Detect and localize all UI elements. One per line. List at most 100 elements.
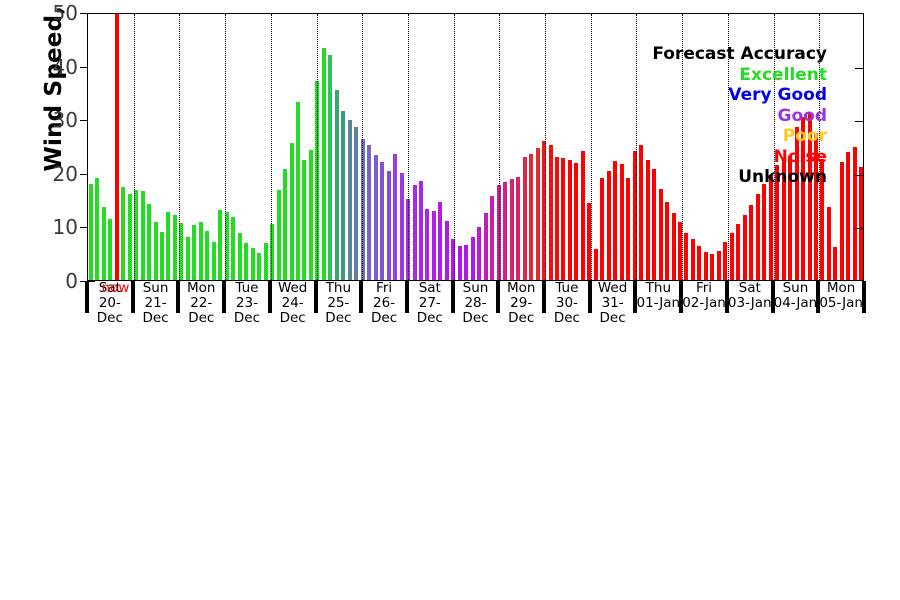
bar <box>308 150 313 280</box>
day-separator <box>453 14 455 280</box>
bar <box>801 117 806 280</box>
bar <box>742 215 747 280</box>
x-axis-day-separator <box>176 281 181 313</box>
y-axis-tick-inner <box>87 281 95 282</box>
x-axis-dow: Sun <box>782 280 809 296</box>
bar <box>775 165 780 280</box>
x-axis-day-label: Sun 21-Dec <box>133 281 179 326</box>
bar <box>593 248 598 280</box>
bar <box>542 141 547 280</box>
x-axis-day-separator <box>862 281 866 313</box>
bar <box>632 151 637 280</box>
bar <box>839 161 844 280</box>
bar <box>587 203 592 280</box>
bar <box>548 144 553 280</box>
bar <box>678 222 682 280</box>
y-axis-tick-label: 50 <box>52 1 78 25</box>
x-axis-date: 05-Jan <box>819 295 863 311</box>
bar <box>257 253 262 280</box>
bar <box>127 193 132 280</box>
y-axis-tick <box>80 281 88 282</box>
legend-entry-good: Good <box>777 105 827 126</box>
bar <box>438 201 443 280</box>
bar <box>788 155 793 280</box>
legend-entry-poor: Poor <box>782 126 827 146</box>
day-separator <box>682 14 684 280</box>
x-axis-date: 24-Dec <box>279 295 306 326</box>
x-axis-date: 04-Jan <box>773 295 818 311</box>
bar <box>470 237 475 280</box>
bar <box>192 224 197 280</box>
bar <box>690 239 695 280</box>
bar <box>516 177 521 280</box>
bar <box>328 55 333 280</box>
x-axis-day-label: Tue 23-Dec <box>224 281 270 326</box>
bar <box>529 153 534 280</box>
bar <box>250 248 255 280</box>
bar <box>276 189 281 280</box>
bar <box>490 195 495 280</box>
y-axis-tick-label: 30 <box>52 108 78 133</box>
bar <box>412 185 417 280</box>
y-axis-tick-right <box>855 174 863 176</box>
x-axis-dow: Mon <box>826 280 856 296</box>
y-axis-tick-right <box>855 121 863 123</box>
y-axis-tick <box>80 66 88 68</box>
x-axis-dow: Sat <box>738 280 761 296</box>
bar <box>386 170 391 280</box>
bar <box>703 252 708 280</box>
x-axis-day-label: Fri 26-Dec <box>361 281 407 326</box>
bar <box>419 181 423 280</box>
day-separator <box>819 14 821 280</box>
x-axis-date: 29-Dec <box>508 295 535 326</box>
x-axis-day-separator <box>724 281 729 313</box>
bar <box>218 210 223 280</box>
bar <box>561 157 566 280</box>
bar <box>606 171 611 280</box>
x-axis-date: 23-Dec <box>233 295 261 326</box>
day-separator <box>773 14 775 280</box>
bar <box>399 173 404 280</box>
now-label: now <box>101 280 130 296</box>
bar <box>600 177 605 280</box>
x-axis-day-label: Fri 02-Jan <box>681 281 727 311</box>
bar <box>716 250 721 280</box>
x-axis-dow: Mon <box>506 280 536 296</box>
bar <box>652 168 657 280</box>
bar <box>723 242 728 280</box>
x-axis-day-label: Sat 20-Dec <box>87 281 133 326</box>
bar <box>101 207 106 280</box>
day-separator <box>407 14 409 280</box>
now-line <box>114 14 119 280</box>
x-axis-day-separator <box>267 281 272 313</box>
bar <box>237 233 242 280</box>
bar <box>244 243 249 280</box>
legend-entry-noise: Noise <box>773 146 827 167</box>
x-axis-dow: Wed <box>597 280 628 296</box>
x-axis-date: 30-Dec <box>553 295 580 326</box>
bar <box>147 203 152 280</box>
bar <box>755 193 760 280</box>
bar <box>580 151 585 280</box>
bar <box>373 154 378 280</box>
y-axis-tick-label: 0 <box>65 269 78 293</box>
bar <box>826 207 831 280</box>
x-axis-day-separator <box>816 281 821 313</box>
x-axis-day-label: Sat 27-Dec <box>407 281 453 326</box>
plot-area: Forecast Accuracy Excellent Very Good Good… <box>87 13 864 281</box>
day-separator <box>499 14 501 280</box>
bar <box>846 152 851 280</box>
bar <box>380 162 385 280</box>
x-axis-day-separator <box>542 281 547 313</box>
day-separator <box>362 14 364 280</box>
x-axis-day-label: Mon 05-Jan <box>818 281 864 311</box>
bar <box>613 161 618 280</box>
bar <box>166 212 171 280</box>
bar <box>768 174 773 280</box>
x-axis-dow: Sun <box>142 280 169 296</box>
bar <box>807 113 812 280</box>
x-axis-dow: Tue <box>555 280 579 296</box>
x-axis-day-separator <box>679 281 684 313</box>
bar <box>639 144 644 280</box>
bar <box>393 153 398 280</box>
